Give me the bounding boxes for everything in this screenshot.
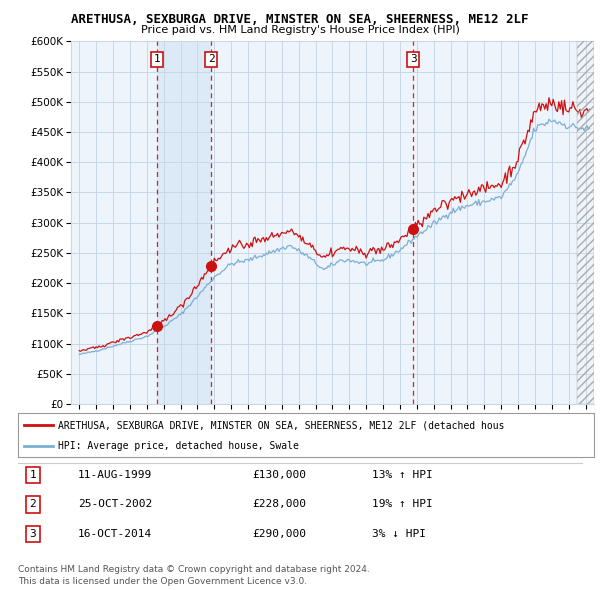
Text: 25-OCT-2002: 25-OCT-2002 — [78, 500, 152, 509]
Text: 11-AUG-1999: 11-AUG-1999 — [78, 470, 152, 480]
Text: Contains HM Land Registry data © Crown copyright and database right 2024.: Contains HM Land Registry data © Crown c… — [18, 565, 370, 574]
Text: This data is licensed under the Open Government Licence v3.0.: This data is licensed under the Open Gov… — [18, 577, 307, 586]
Text: 13% ↑ HPI: 13% ↑ HPI — [372, 470, 433, 480]
Bar — [157, 41, 211, 404]
Text: £228,000: £228,000 — [252, 500, 306, 509]
Text: 3: 3 — [410, 54, 416, 64]
Text: ARETHUSA, SEXBURGA DRIVE, MINSTER ON SEA, SHEERNESS, ME12 2LF (detached hous: ARETHUSA, SEXBURGA DRIVE, MINSTER ON SEA… — [58, 421, 505, 430]
Text: ARETHUSA, SEXBURGA DRIVE, MINSTER ON SEA, SHEERNESS, ME12 2LF: ARETHUSA, SEXBURGA DRIVE, MINSTER ON SEA… — [71, 13, 529, 26]
Text: Price paid vs. HM Land Registry's House Price Index (HPI): Price paid vs. HM Land Registry's House … — [140, 25, 460, 35]
Text: 16-OCT-2014: 16-OCT-2014 — [78, 529, 152, 539]
Text: 19% ↑ HPI: 19% ↑ HPI — [372, 500, 433, 509]
Text: 3: 3 — [29, 529, 37, 539]
Text: 1: 1 — [154, 54, 161, 64]
Text: HPI: Average price, detached house, Swale: HPI: Average price, detached house, Swal… — [58, 441, 299, 451]
Text: £290,000: £290,000 — [252, 529, 306, 539]
Text: 2: 2 — [208, 54, 214, 64]
Text: £130,000: £130,000 — [252, 470, 306, 480]
Text: 2: 2 — [29, 500, 37, 509]
Text: 3% ↓ HPI: 3% ↓ HPI — [372, 529, 426, 539]
Text: 1: 1 — [29, 470, 37, 480]
